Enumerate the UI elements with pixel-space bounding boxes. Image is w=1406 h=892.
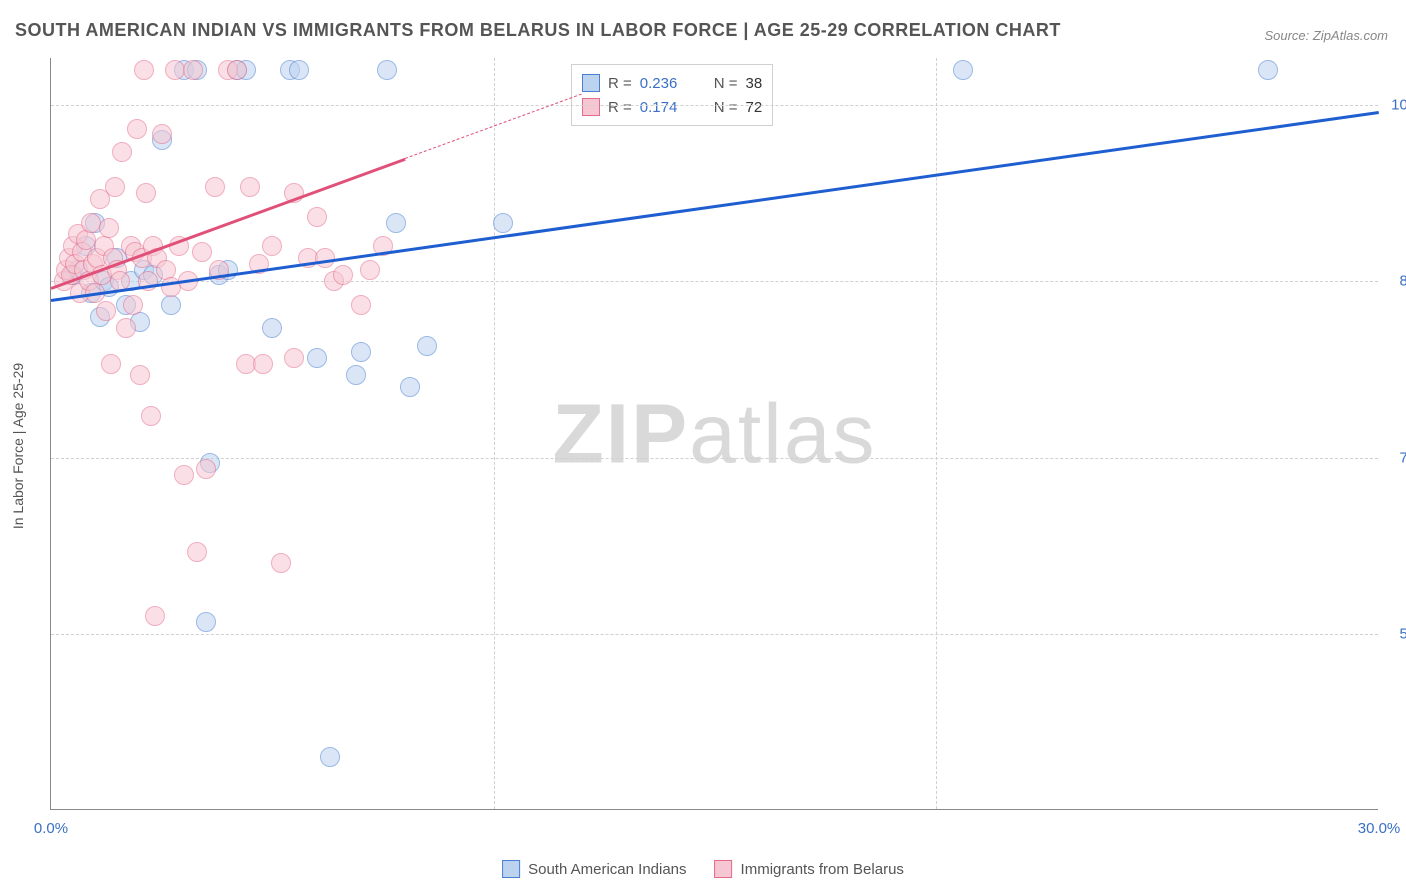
scatter-point (196, 459, 216, 479)
scatter-point (386, 213, 406, 233)
scatter-point (183, 60, 203, 80)
scatter-point (377, 60, 397, 80)
legend-swatch (582, 98, 600, 116)
legend-swatch (502, 860, 520, 878)
grid-h (51, 458, 1378, 459)
chart-title: SOUTH AMERICAN INDIAN VS IMMIGRANTS FROM… (15, 20, 1061, 41)
legend-swatch (715, 860, 733, 878)
watermark-zip: ZIP (552, 386, 689, 480)
r-label: R = (608, 99, 632, 116)
legend-item: South American Indians (502, 860, 686, 878)
legend-row: R = 0.174 N = 72 (582, 95, 762, 119)
scatter-point (262, 236, 282, 256)
scatter-point (346, 365, 366, 385)
legend-item: Immigrants from Belarus (715, 860, 904, 878)
grid-h (51, 105, 1378, 106)
scatter-point (123, 295, 143, 315)
scatter-point (174, 465, 194, 485)
scatter-point (289, 60, 309, 80)
scatter-point (271, 553, 291, 573)
ytick-label: 70.0% (1386, 449, 1406, 466)
legend-row: R = 0.236 N = 38 (582, 71, 762, 95)
scatter-point (284, 348, 304, 368)
scatter-point (360, 260, 380, 280)
scatter-point (333, 265, 353, 285)
scatter-point (253, 354, 273, 374)
grid-h (51, 281, 1378, 282)
scatter-point (99, 218, 119, 238)
correlation-legend: R = 0.236 N = 38 R = 0.174 N = 72 (571, 64, 773, 126)
scatter-point (320, 747, 340, 767)
trend-line (51, 111, 1379, 302)
n-label: N = (714, 75, 738, 92)
scatter-point (130, 365, 150, 385)
scatter-point (192, 242, 212, 262)
scatter-point (240, 177, 260, 197)
scatter-point (145, 606, 165, 626)
xtick-label: 30.0% (1358, 820, 1401, 837)
legend-label: Immigrants from Belarus (741, 861, 904, 878)
scatter-point (227, 60, 247, 80)
n-value: 38 (746, 75, 763, 92)
scatter-point (1258, 60, 1278, 80)
r-value: 0.174 (640, 99, 692, 116)
xtick-label: 0.0% (34, 820, 68, 837)
scatter-point (953, 60, 973, 80)
scatter-point (152, 124, 172, 144)
watermark: ZIPatlas (552, 385, 876, 482)
ytick-label: 85.0% (1386, 273, 1406, 290)
scatter-point (187, 542, 207, 562)
scatter-point (96, 301, 116, 321)
ytick-label: 55.0% (1386, 625, 1406, 642)
legend-swatch (582, 74, 600, 92)
n-value: 72 (746, 99, 763, 116)
scatter-point (127, 119, 147, 139)
scatter-point (161, 295, 181, 315)
scatter-point (493, 213, 513, 233)
r-label: R = (608, 75, 632, 92)
y-axis-title: In Labor Force | Age 25-29 (10, 363, 26, 529)
n-label: N = (714, 99, 738, 116)
watermark-atlas: atlas (689, 386, 876, 480)
scatter-point (112, 142, 132, 162)
chart-container: SOUTH AMERICAN INDIAN VS IMMIGRANTS FROM… (0, 0, 1406, 892)
scatter-point (307, 207, 327, 227)
scatter-point (134, 60, 154, 80)
legend-label: South American Indians (528, 861, 686, 878)
scatter-point (351, 295, 371, 315)
plot-area: ZIPatlas R =0.236N =38R =0.174N =72 55.0… (50, 58, 1378, 810)
scatter-point (205, 177, 225, 197)
r-value: 0.236 (640, 75, 692, 92)
scatter-point (105, 177, 125, 197)
scatter-point (307, 348, 327, 368)
scatter-point (315, 248, 335, 268)
scatter-point (196, 612, 216, 632)
scatter-point (141, 406, 161, 426)
ytick-label: 100.0% (1386, 97, 1406, 114)
series-legend: South American Indians Immigrants from Be… (502, 860, 904, 878)
scatter-point (101, 354, 121, 374)
scatter-point (417, 336, 437, 356)
grid-v (494, 58, 495, 809)
source-label: Source: ZipAtlas.com (1264, 28, 1388, 43)
scatter-point (400, 377, 420, 397)
grid-h (51, 634, 1378, 635)
scatter-point (351, 342, 371, 362)
scatter-point (116, 318, 136, 338)
scatter-point (136, 183, 156, 203)
grid-v (936, 58, 937, 809)
scatter-point (262, 318, 282, 338)
